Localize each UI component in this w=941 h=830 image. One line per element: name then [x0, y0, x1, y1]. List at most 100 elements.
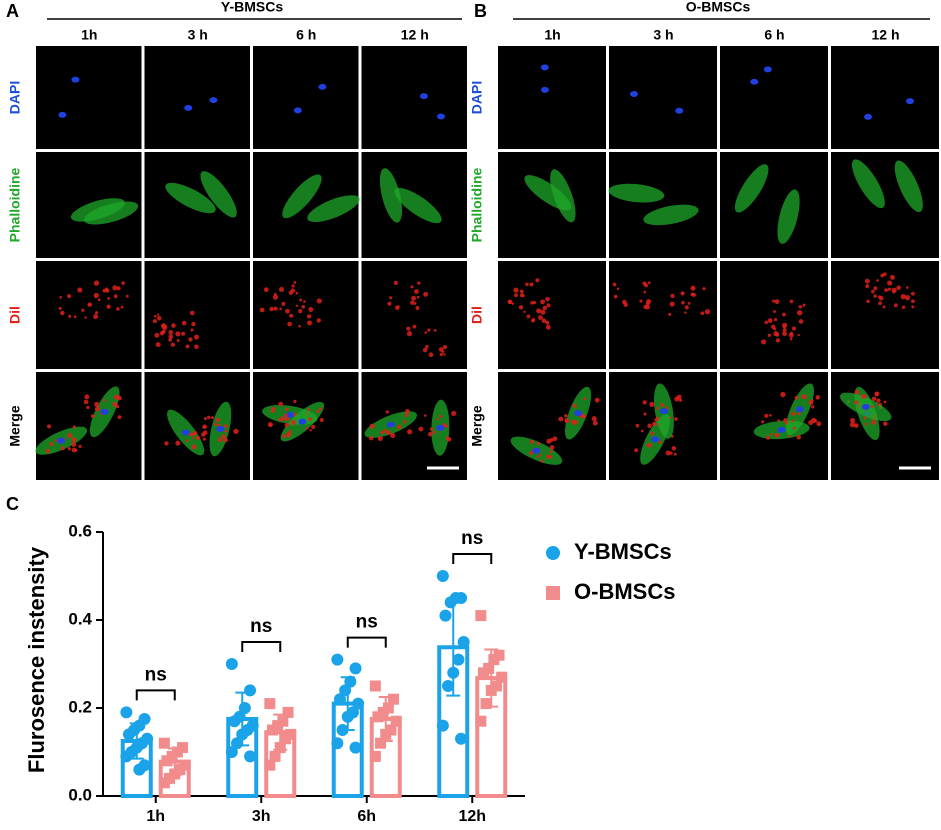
dil-dot: [649, 401, 655, 408]
dil-dot: [273, 306, 278, 311]
micrograph: [498, 261, 606, 369]
dil-dot: [175, 440, 181, 446]
dil-dot: [204, 417, 207, 420]
dil-dot: [299, 298, 303, 302]
dil-dot: [176, 339, 180, 343]
data-point: [475, 610, 487, 622]
dil-dot: [427, 431, 433, 437]
legend-marker: [546, 586, 560, 600]
significance-bracket: [346, 636, 387, 648]
dil-dot: [311, 424, 316, 430]
micrograph-content: [507, 278, 551, 330]
row-label: Dil: [469, 306, 485, 324]
dil-dot: [887, 280, 893, 286]
dil-dot: [802, 303, 806, 307]
row-label: Phalloidine: [7, 167, 23, 242]
dil-dot: [112, 285, 118, 291]
dil-dot: [451, 410, 457, 416]
dil-dot: [58, 306, 62, 310]
nucleus: [651, 436, 660, 443]
dil-dot: [298, 309, 303, 314]
dil-dot: [404, 413, 409, 417]
data-point: [231, 737, 244, 750]
legend-label: O-BMSCs: [574, 579, 675, 604]
dil-dot: [424, 414, 427, 417]
dil-dot: [702, 287, 706, 291]
dil-dot: [168, 338, 172, 342]
nucleus: [181, 429, 190, 436]
dil-dot: [780, 391, 786, 398]
x-tick-label: 6h: [357, 808, 376, 825]
nucleus: [629, 90, 638, 97]
micrograph-content: [629, 90, 684, 114]
dil-dot: [523, 310, 526, 314]
dil-dot: [789, 299, 794, 304]
nucleus: [532, 447, 541, 454]
micrograph-content: [753, 383, 822, 440]
dil-dot: [815, 395, 821, 400]
nucleus: [750, 78, 759, 85]
dil-dot: [185, 344, 190, 349]
dil-dot: [536, 442, 541, 446]
y-tick-label: 0.2: [68, 697, 92, 716]
dil-dot: [161, 330, 166, 334]
data-point: [269, 750, 281, 762]
dil-dot: [591, 416, 597, 422]
data-point: [380, 728, 392, 740]
dil-dot: [93, 292, 99, 299]
row-label: Phalloidine: [469, 167, 485, 242]
dil-dot: [298, 324, 301, 328]
dil-dot: [911, 299, 915, 304]
dil-dot: [433, 430, 437, 434]
cell-actin: [394, 187, 442, 224]
dil-dot: [531, 317, 536, 322]
dil-dot: [105, 288, 110, 293]
data-point: [480, 698, 492, 710]
cell-actin: [777, 189, 800, 244]
dil-dot: [67, 432, 73, 438]
dil-dot: [643, 290, 647, 294]
dil-dot: [45, 448, 50, 454]
dil-dot: [854, 423, 859, 428]
dil-dot: [642, 400, 647, 405]
dil-dot: [536, 455, 540, 459]
micrograph-content: [612, 281, 711, 316]
dil-dot: [414, 289, 419, 294]
dil-dot: [884, 288, 888, 293]
dil-dot: [791, 411, 796, 416]
cell-actin: [165, 182, 216, 214]
dil-dot: [540, 459, 544, 463]
dil-dot: [572, 419, 578, 426]
dil-dot: [91, 414, 95, 418]
dil-dot: [874, 391, 880, 396]
dil-dot: [797, 333, 800, 337]
dil-dot: [665, 450, 671, 456]
dil-dot: [529, 282, 534, 287]
dil-dot: [773, 327, 777, 331]
data-point: [331, 653, 344, 666]
dil-dot: [801, 394, 807, 400]
y-axis-title: Flurosence instensity: [24, 546, 49, 773]
dil-dot: [93, 280, 100, 286]
dil-dot: [189, 310, 195, 316]
dil-dot: [168, 330, 174, 335]
dil-dot: [443, 353, 446, 356]
dil-dot: [84, 394, 90, 400]
dil-dot: [767, 318, 773, 323]
data-point: [442, 680, 455, 692]
data-point: [475, 715, 487, 727]
dil-dot: [876, 398, 881, 403]
dil-dot: [883, 400, 887, 404]
micrograph-content: [152, 310, 199, 350]
data-point: [349, 741, 362, 754]
y-tick-label: 0.6: [68, 521, 92, 540]
dil-dot: [269, 306, 274, 312]
dil-dot: [552, 436, 558, 442]
dil-dot: [217, 437, 223, 443]
y-tick-label: 0.0: [68, 785, 92, 804]
column-label: 3 h: [653, 27, 673, 43]
dil-dot: [646, 299, 652, 304]
dil-dot: [418, 426, 424, 432]
dil-dot: [765, 435, 770, 440]
dil-dot: [519, 289, 524, 294]
